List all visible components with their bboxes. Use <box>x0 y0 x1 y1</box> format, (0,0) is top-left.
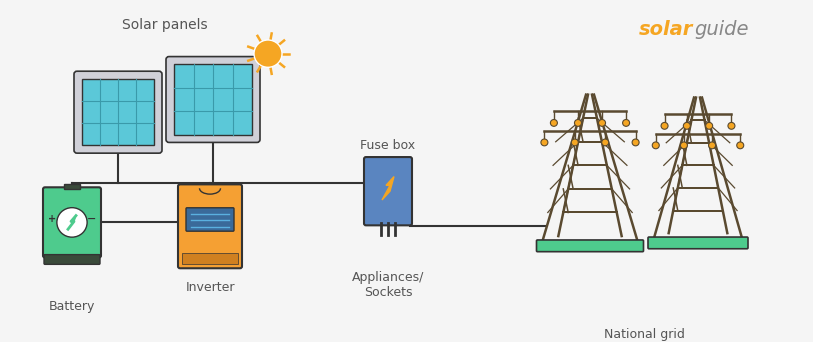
Text: Solar panels: Solar panels <box>122 17 208 31</box>
FancyBboxPatch shape <box>74 71 162 153</box>
Circle shape <box>550 119 558 126</box>
Circle shape <box>737 142 744 149</box>
Text: solar: solar <box>639 19 693 39</box>
Bar <box>64 184 80 189</box>
Bar <box>182 253 238 264</box>
FancyBboxPatch shape <box>166 56 260 142</box>
Circle shape <box>575 119 581 126</box>
Polygon shape <box>71 215 76 221</box>
FancyBboxPatch shape <box>648 237 748 249</box>
Polygon shape <box>382 176 394 200</box>
Circle shape <box>57 208 87 237</box>
Circle shape <box>709 142 715 149</box>
FancyBboxPatch shape <box>44 254 100 264</box>
Text: guide: guide <box>694 19 749 39</box>
Circle shape <box>541 139 548 146</box>
Text: Inverter: Inverter <box>185 281 235 294</box>
Circle shape <box>706 122 713 129</box>
Circle shape <box>254 40 282 67</box>
Circle shape <box>602 139 609 146</box>
Text: +: + <box>48 213 56 224</box>
Text: National grid: National grid <box>603 328 685 341</box>
Circle shape <box>661 122 668 129</box>
FancyBboxPatch shape <box>364 157 412 225</box>
FancyBboxPatch shape <box>186 208 234 231</box>
Text: −: − <box>87 213 97 224</box>
Circle shape <box>680 142 688 149</box>
Circle shape <box>632 139 639 146</box>
Text: Appliances/
Sockets: Appliances/ Sockets <box>352 271 424 299</box>
FancyBboxPatch shape <box>537 240 644 252</box>
FancyBboxPatch shape <box>43 187 101 258</box>
Circle shape <box>728 122 735 129</box>
Circle shape <box>684 122 690 129</box>
FancyBboxPatch shape <box>178 184 242 268</box>
Circle shape <box>572 139 578 146</box>
Circle shape <box>652 142 659 149</box>
Bar <box>174 64 252 135</box>
Circle shape <box>623 119 629 126</box>
Circle shape <box>598 119 606 126</box>
Text: Battery: Battery <box>49 301 95 314</box>
Text: Fuse box: Fuse box <box>360 139 415 152</box>
Bar <box>82 79 154 145</box>
